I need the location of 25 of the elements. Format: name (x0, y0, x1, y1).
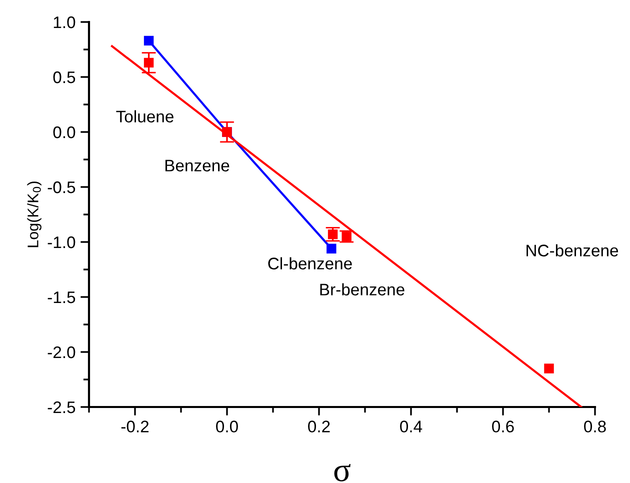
x-tick-label: -0.2 (121, 420, 149, 432)
x-tick-label: 0.2 (308, 420, 330, 432)
annotation: Br-benzene (320, 283, 404, 296)
x-tick-label: 0.6 (492, 420, 514, 432)
y-tick-label: -1.0 (48, 236, 76, 248)
x-axis-title: σ (334, 464, 350, 482)
y-tick-label: 0.5 (53, 71, 76, 84)
annotation: NC-benzene (526, 244, 618, 256)
y-axis-title: Log(K/K$_{0}$) (27, 182, 42, 248)
y-tick-label: 0.0 (53, 126, 76, 138)
annotation: Toluene (116, 110, 174, 122)
y-tick-label: -0.5 (48, 181, 76, 194)
point (326, 244, 336, 254)
x-tick-label: 0.4 (400, 420, 422, 432)
x-tick-label: 0.8 (584, 420, 606, 432)
point (342, 232, 352, 242)
annotation: Benzene (165, 160, 230, 172)
point (544, 364, 554, 374)
x-tick-label: 0.0 (216, 420, 238, 432)
y-tick-label: -2.0 (48, 346, 76, 358)
y-tick-label: -1.5 (48, 292, 76, 304)
point (144, 36, 154, 46)
annotation: Cl-benzene (268, 257, 352, 270)
y-tick-label: 1.0 (54, 16, 76, 28)
y-tick-label: -2.5 (48, 401, 76, 414)
